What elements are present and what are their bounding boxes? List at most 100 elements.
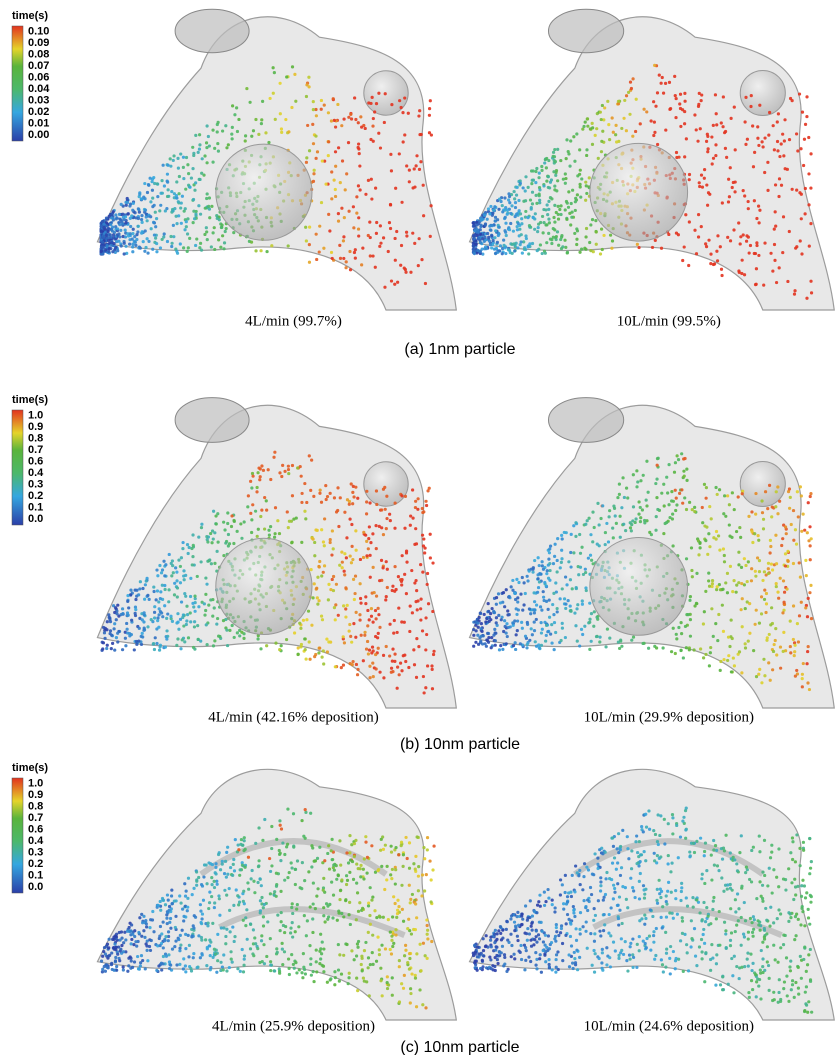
particle [137,225,140,228]
particle [712,157,715,160]
particle [782,601,785,604]
particle [524,199,527,202]
particle [493,611,496,614]
particle [774,627,777,630]
particle [750,567,753,570]
particle [156,195,159,198]
particle [377,607,380,610]
particle [526,575,529,578]
particle [126,628,129,631]
particle [365,872,368,875]
particle [472,234,475,237]
particle [343,552,346,555]
particle [325,902,328,905]
particle [412,862,415,865]
particle [122,941,125,944]
particle [333,496,336,499]
particle [534,170,537,173]
particle [482,634,485,637]
particle [761,897,764,900]
particle [712,896,715,899]
particle [768,484,771,487]
particle [232,542,235,545]
particle [723,554,726,557]
particle [555,235,558,238]
particle [146,191,149,194]
particle [196,966,199,969]
particle [552,216,555,219]
particle [259,515,262,518]
particle [227,533,230,536]
particle [257,528,260,531]
particle [322,947,325,950]
particle [675,232,678,235]
particle [414,974,417,977]
particle [740,608,743,611]
particle [555,953,558,956]
particle [235,106,238,109]
particle [591,964,594,967]
particle [591,511,594,514]
particle [216,142,219,145]
particle [176,637,179,640]
particle [634,517,637,520]
particle [410,569,413,572]
particle [590,640,593,643]
particle [106,943,109,946]
particle [186,250,189,253]
particle [192,198,195,201]
particle [698,541,701,544]
particle [681,932,684,935]
particle [809,152,812,155]
particle [280,127,283,130]
particle [621,829,624,832]
particle [746,138,749,141]
particle [312,172,315,175]
particle [535,645,538,648]
particle [705,486,708,489]
particle [304,972,307,975]
particle [134,244,137,247]
particle [544,252,547,255]
particle [205,226,208,229]
particle [678,102,681,105]
particle [584,235,587,238]
particle [365,490,368,493]
particle [689,635,692,638]
particle [389,153,392,156]
particle [391,868,394,871]
particle [233,636,236,639]
particle [194,181,197,184]
particle [145,944,148,947]
particle [197,151,200,154]
particle [113,943,116,946]
particle [485,617,488,620]
particle [571,189,574,192]
particle [693,229,696,232]
particle [538,188,541,191]
particle [262,943,265,946]
particle [804,187,807,190]
particle [144,967,147,970]
particle [679,835,682,838]
particle [806,681,809,684]
particle [556,570,559,573]
particle [705,869,708,872]
particle [243,839,246,842]
particle [362,556,365,559]
particle [705,497,708,500]
particle [260,896,263,899]
particle [219,961,222,964]
particle [712,900,715,903]
particle [400,583,403,586]
particle [499,601,502,604]
particle [774,534,777,537]
particle [739,242,742,245]
particle [371,895,374,898]
particle [662,646,665,649]
particle [211,529,214,532]
particle [395,230,398,233]
particle [225,928,228,931]
particle [189,620,192,623]
particle [408,957,411,960]
